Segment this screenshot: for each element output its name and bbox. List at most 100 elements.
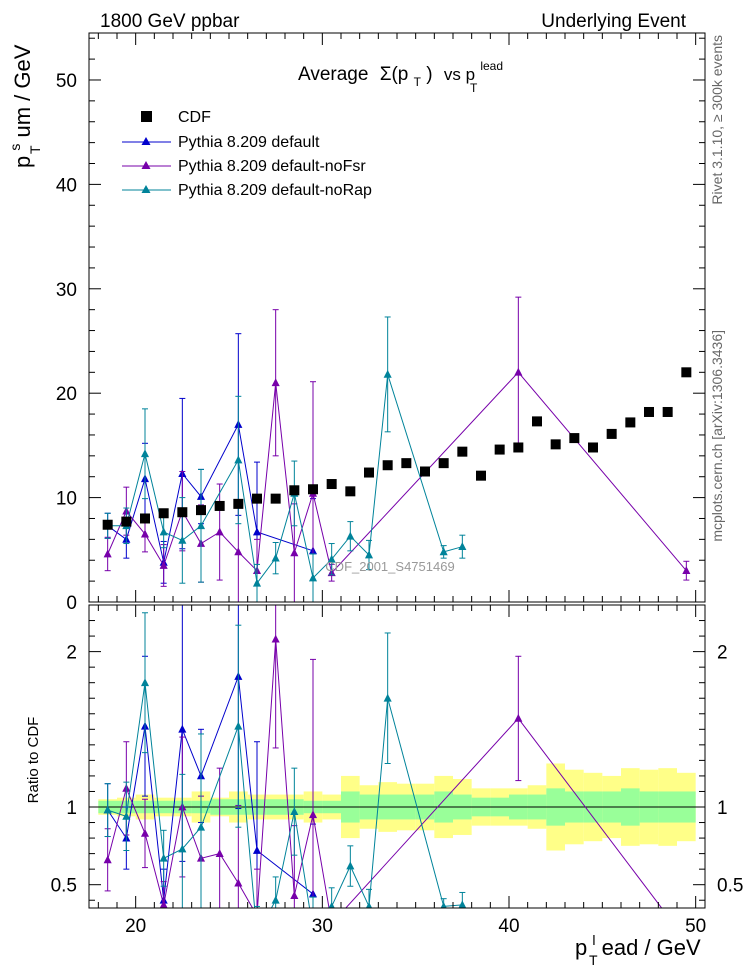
y-tick-label: 50	[56, 71, 77, 92]
cdf-point	[196, 505, 206, 516]
title-vs: vs p	[444, 65, 475, 84]
ratio-point	[253, 911, 261, 919]
title-sub-t2: T	[470, 81, 478, 95]
legend-marker-default	[122, 137, 171, 145]
data-point	[252, 527, 262, 536]
x-tick-label: 30	[312, 916, 333, 937]
title-sub-t: T	[414, 75, 422, 89]
cdf-point	[644, 406, 654, 417]
data-point	[346, 531, 355, 540]
ratio-point	[271, 895, 280, 904]
data-point	[103, 549, 112, 558]
data-point	[458, 542, 467, 551]
cdf-point	[457, 446, 468, 457]
title-close: )	[426, 64, 432, 85]
data-point	[140, 529, 150, 538]
xlabel-sub: T	[589, 952, 598, 968]
x-tick-label: 40	[498, 916, 519, 937]
cdf-point	[214, 500, 225, 511]
cdf-point	[606, 428, 617, 439]
svg-text:p s um / GeV: p s um / GeV	[0, 44, 35, 168]
data-point	[514, 367, 523, 376]
data-point	[327, 554, 336, 563]
data-point	[178, 535, 187, 544]
ratio-point	[140, 678, 150, 687]
ylabel-p: p	[10, 156, 35, 168]
cdf-point	[681, 367, 692, 378]
cdf-point	[177, 507, 188, 518]
ratio-point	[328, 901, 335, 908]
side-label-top: Rivet 3.1.10, ≥ 300k events	[709, 35, 725, 205]
ratio-point	[458, 900, 467, 908]
legend-marker-cdf	[141, 111, 152, 122]
legend-label-cdf: CDF	[178, 109, 211, 126]
data-point	[159, 560, 168, 569]
ratio-point	[215, 849, 224, 857]
x-tick-label: 20	[125, 916, 146, 937]
title-sup-lead: lead	[480, 59, 503, 73]
cdf-point	[289, 485, 300, 496]
data-point	[271, 553, 280, 562]
ratio-point	[234, 721, 243, 730]
ratio-y-tick-label-right: 2	[717, 643, 728, 664]
header-left: 1800 GeV ppbar	[100, 11, 240, 32]
ratio-point	[365, 901, 373, 908]
ratio-point	[159, 853, 168, 862]
ratio-y-tick-label-right: 0.5	[717, 876, 743, 897]
xlabel-p: p	[575, 935, 587, 960]
ratio-point	[178, 724, 187, 733]
cdf-point	[102, 519, 113, 530]
ratio-y-tick-label: 2	[66, 643, 77, 664]
ratio-point	[440, 901, 447, 908]
ratio-point	[290, 807, 299, 816]
ratio-point	[514, 713, 523, 722]
data-point	[308, 573, 318, 582]
ratio-y-tick-label: 1	[66, 798, 77, 819]
ylabel-sup: s	[7, 144, 23, 151]
y-tick-label: 40	[56, 175, 77, 196]
cdf-point	[382, 460, 393, 471]
cdf-point	[569, 433, 580, 444]
ratio-frame	[88, 604, 706, 909]
cdf-point	[345, 486, 356, 497]
ratio-point	[159, 900, 168, 908]
y-axis-label: p s um / GeV T	[0, 44, 43, 168]
ratio-point	[308, 810, 318, 819]
cdf-point	[625, 417, 636, 428]
ratio-y-tick-label-right: 1	[717, 798, 728, 819]
cdf-point	[252, 493, 262, 504]
cdf-point	[140, 513, 150, 524]
ratio-point	[271, 634, 280, 643]
ratio-line-0	[107, 676, 314, 901]
cdf-point	[588, 442, 598, 453]
data-point	[234, 455, 243, 464]
data-point	[140, 449, 150, 458]
legend-marker-nofsr	[122, 161, 171, 169]
xlabel-sup: l	[592, 932, 595, 948]
cdf-point	[158, 508, 169, 519]
main-panel: 0 10 20 30 40 50 CDF_2001_S4751469 Average Σ(…	[0, 32, 706, 614]
y-tick-label: 30	[56, 280, 77, 301]
data-point	[159, 527, 168, 536]
cdf-point	[438, 458, 449, 469]
ratio-y-label: Ratio to CDF	[25, 717, 42, 804]
data-point	[215, 527, 224, 536]
data-point	[682, 566, 691, 575]
ylabel-rest: um / GeV	[10, 44, 35, 137]
cdf-point	[550, 439, 561, 450]
cdf-point	[662, 406, 673, 417]
cdf-point	[532, 416, 542, 427]
ratio-point	[103, 855, 112, 864]
cdf-point	[476, 470, 486, 481]
cdf-point	[494, 444, 505, 455]
ylabel-sub: T	[27, 145, 43, 154]
y-tick-label: 10	[56, 489, 77, 510]
ratio-panel: 0.5 0.5 1 1 2 2 20 30 40 50 Ratio to CDF p l ead …	[25, 604, 743, 968]
x-tick-label: 50	[685, 916, 706, 937]
cdf-point	[401, 458, 412, 469]
data-point	[290, 548, 299, 557]
ratio-point	[196, 822, 206, 831]
ratio-point	[234, 878, 243, 887]
cdf-point	[270, 493, 281, 504]
